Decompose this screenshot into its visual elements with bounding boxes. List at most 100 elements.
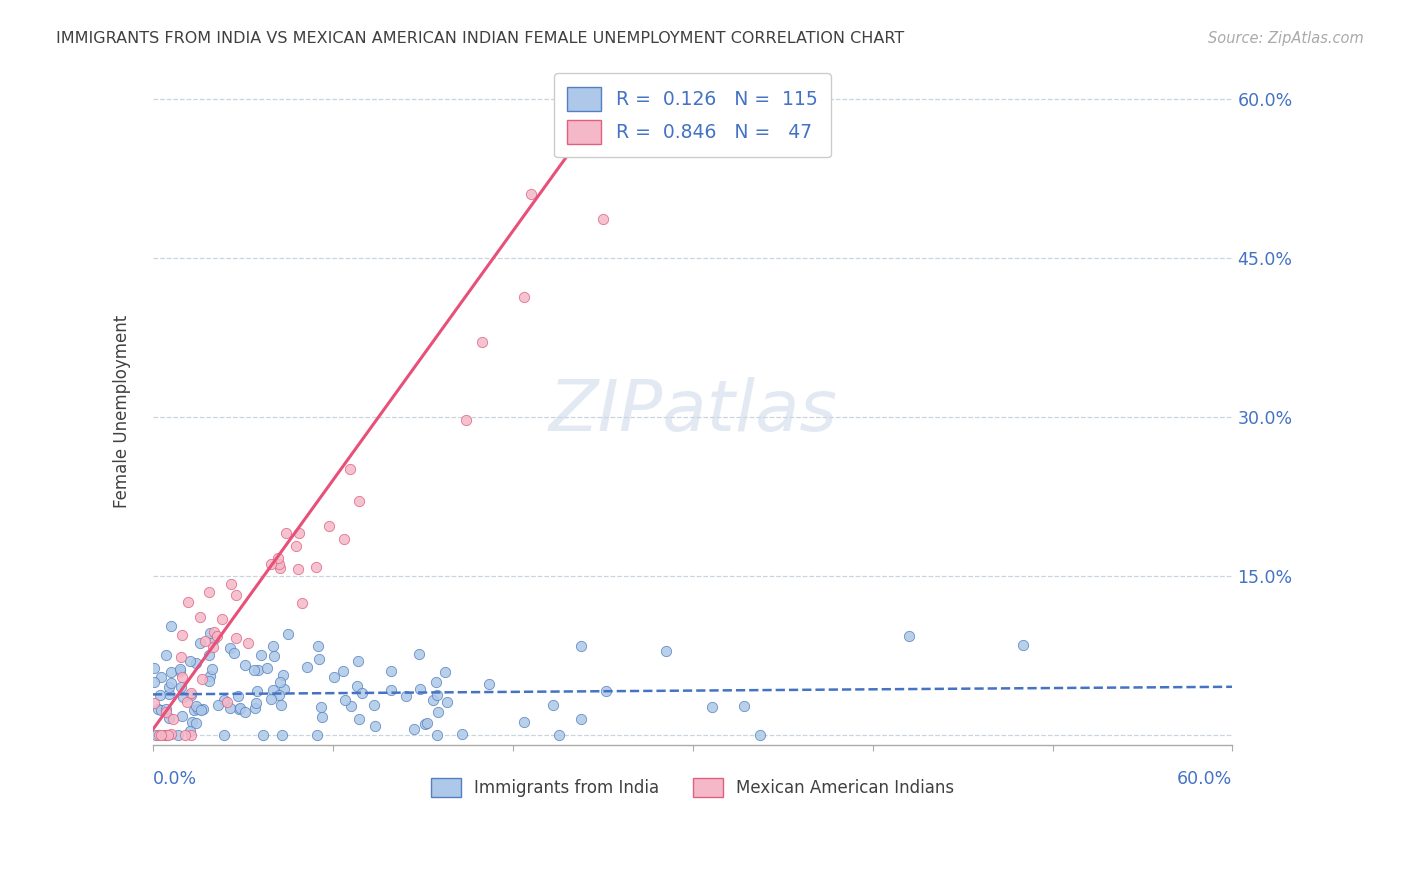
Point	[898, 629, 921, 643]
Point	[170, 709, 193, 723]
Point	[198, 674, 221, 689]
Point	[149, 728, 172, 742]
Point	[169, 662, 191, 676]
Point	[143, 661, 166, 675]
Point	[191, 702, 214, 716]
Point	[305, 560, 328, 574]
Point	[512, 715, 534, 730]
Point	[749, 728, 772, 742]
Point	[262, 683, 284, 698]
Point	[211, 611, 233, 625]
Point	[333, 532, 356, 546]
Point	[188, 609, 211, 624]
Point	[333, 692, 356, 706]
Point	[246, 684, 269, 698]
Point	[160, 726, 183, 740]
Point	[433, 665, 456, 679]
Point	[332, 665, 354, 679]
Point	[157, 711, 180, 725]
Point	[186, 715, 208, 730]
Point	[569, 712, 592, 726]
Point	[148, 728, 170, 742]
Point	[190, 703, 212, 717]
Point	[1012, 638, 1035, 652]
Point	[436, 695, 458, 709]
Point	[349, 713, 371, 727]
Point	[269, 688, 291, 702]
Point	[156, 728, 179, 742]
Point	[228, 689, 250, 703]
Point	[177, 595, 200, 609]
Point	[291, 596, 314, 610]
Point	[271, 668, 294, 682]
Point	[259, 691, 281, 706]
Point	[426, 728, 449, 742]
Point	[149, 688, 172, 702]
Point	[408, 647, 430, 661]
Point	[404, 722, 426, 736]
Point	[194, 633, 217, 648]
Point	[273, 682, 295, 697]
Point	[311, 710, 333, 724]
Point	[347, 494, 370, 508]
Text: 60.0%: 60.0%	[1177, 771, 1233, 789]
Point	[238, 636, 260, 650]
Point	[233, 657, 256, 672]
Point	[191, 672, 214, 686]
Point	[425, 675, 447, 690]
Point	[145, 728, 167, 742]
Point	[347, 654, 370, 668]
Point	[339, 462, 361, 476]
Point	[269, 675, 291, 690]
Point	[202, 625, 225, 640]
Text: Source: ZipAtlas.com: Source: ZipAtlas.com	[1208, 31, 1364, 46]
Point	[146, 702, 169, 716]
Point	[160, 618, 183, 632]
Point	[350, 686, 373, 700]
Point	[243, 663, 266, 677]
Point	[207, 698, 229, 712]
Point	[346, 679, 368, 693]
Point	[172, 690, 194, 705]
Point	[155, 702, 177, 716]
Point	[180, 728, 202, 742]
Point	[155, 728, 177, 742]
Point	[170, 649, 193, 664]
Point	[456, 413, 478, 427]
Point	[309, 700, 332, 714]
Point	[471, 335, 494, 350]
Point	[157, 687, 180, 701]
Point	[160, 665, 183, 680]
Point	[270, 698, 292, 712]
Point	[179, 723, 201, 738]
Point	[260, 557, 283, 571]
Point	[174, 728, 197, 742]
Point	[287, 525, 309, 540]
Text: ZIPatlas: ZIPatlas	[548, 376, 837, 446]
Point	[228, 702, 250, 716]
Point	[224, 646, 246, 660]
Point	[267, 557, 290, 571]
Point	[295, 660, 318, 674]
Point	[198, 648, 221, 662]
Point	[700, 699, 723, 714]
Point	[262, 639, 284, 653]
Point	[200, 626, 222, 640]
Point	[427, 705, 450, 719]
Point	[733, 698, 755, 713]
Legend: Immigrants from India, Mexican American Indians: Immigrants from India, Mexican American …	[425, 772, 960, 804]
Point	[655, 644, 678, 658]
Point	[225, 588, 247, 602]
Point	[218, 640, 240, 655]
Point	[212, 693, 235, 707]
Point	[212, 728, 235, 742]
Point	[229, 701, 252, 715]
Point	[256, 661, 278, 675]
Point	[547, 728, 569, 742]
Point	[143, 674, 166, 689]
Point	[250, 648, 273, 662]
Point	[184, 699, 207, 714]
Point	[450, 727, 472, 741]
Point	[413, 717, 436, 731]
Point	[246, 663, 269, 677]
